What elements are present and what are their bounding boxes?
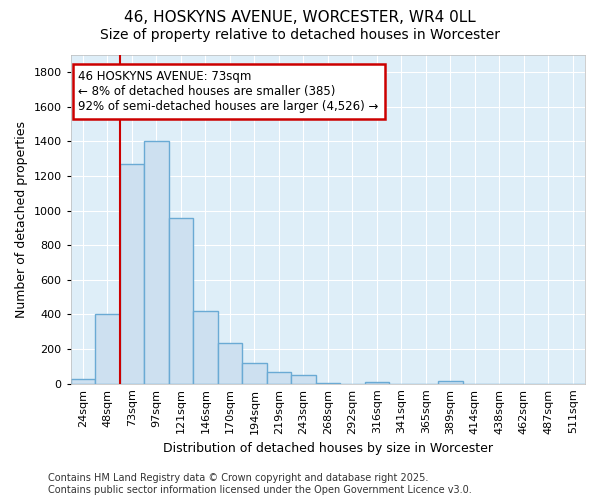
Text: 46 HOSKYNS AVENUE: 73sqm
← 8% of detached houses are smaller (385)
92% of semi-d: 46 HOSKYNS AVENUE: 73sqm ← 8% of detache… [79,70,379,113]
Text: 46, HOSKYNS AVENUE, WORCESTER, WR4 0LL: 46, HOSKYNS AVENUE, WORCESTER, WR4 0LL [124,10,476,25]
Bar [266,372,291,384]
Bar [291,375,316,384]
Bar [365,382,389,384]
Y-axis label: Number of detached properties: Number of detached properties [15,121,28,318]
Bar [95,314,119,384]
Bar [438,381,463,384]
Bar [119,164,144,384]
Bar [71,380,95,384]
Bar [144,142,169,384]
Bar [316,383,340,384]
Text: Contains HM Land Registry data © Crown copyright and database right 2025.
Contai: Contains HM Land Registry data © Crown c… [48,474,472,495]
Bar [169,218,193,384]
X-axis label: Distribution of detached houses by size in Worcester: Distribution of detached houses by size … [163,442,493,455]
Bar [193,311,218,384]
Bar [242,363,266,384]
Bar [218,343,242,384]
Text: Size of property relative to detached houses in Worcester: Size of property relative to detached ho… [100,28,500,42]
